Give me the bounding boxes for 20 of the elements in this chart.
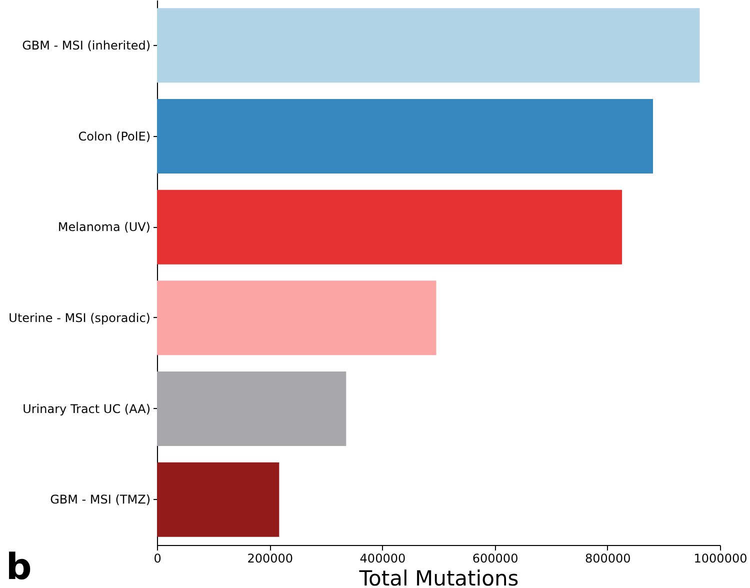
x-tick-label: 400000 (360, 552, 406, 566)
x-axis-title: Total Mutations (358, 566, 519, 588)
y-tick-label: GBM - MSI (inherited) (22, 38, 150, 52)
bar (157, 280, 436, 356)
bar (157, 190, 622, 264)
y-tick-label: Colon (PolE) (78, 129, 150, 144)
bar (157, 99, 654, 174)
bar (157, 372, 346, 446)
x-tick-label: 0 (154, 552, 162, 566)
y-tick-label: Uterine - MSI (sporadic) (8, 310, 150, 325)
bar (157, 8, 700, 83)
bar (157, 462, 280, 537)
y-tick-label: GBM - MSI (TMZ) (50, 492, 150, 507)
y-tick-label: Melanoma (UV) (58, 220, 150, 234)
y-tick-label: Urinary Tract UC (AA) (22, 402, 150, 416)
x-tick-label: 1000000 (694, 552, 748, 566)
panel-letter: b (6, 550, 32, 586)
x-tick-label: 800000 (584, 552, 631, 566)
x-tick-label: 200000 (247, 552, 294, 566)
x-tick-label: 600000 (472, 552, 518, 566)
